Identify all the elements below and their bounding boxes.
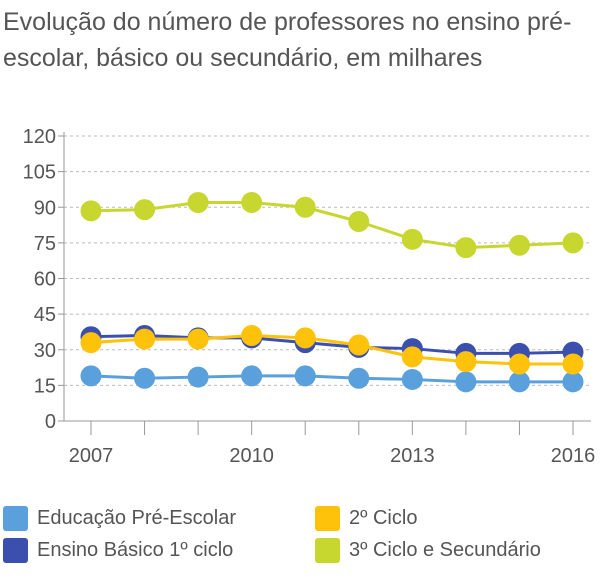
legend-swatch-pre-escolar [3, 505, 28, 531]
data-point-series-3 [134, 199, 156, 221]
legend-item-basico-1-ciclo: Ensino Básico 1º ciclo [3, 535, 233, 565]
y-tick-label: 60 [34, 269, 56, 291]
data-point-series-3 [187, 192, 209, 213]
data-point-series-0 [241, 365, 263, 387]
y-tick-label: 105 [23, 162, 56, 184]
chart-title: Evolução do número de professores no ens… [3, 8, 572, 72]
data-point-series-0 [348, 367, 370, 389]
data-point-series-2 [348, 334, 370, 356]
legend-item-pre-escolar: Educação Pré-Escolar [3, 503, 236, 533]
legend-item-3-ciclo-secundario: 3º Ciclo e Secundário [315, 535, 541, 565]
y-tick-label: 120 [23, 126, 56, 148]
series-line-0 [90, 374, 573, 384]
x-tick-label: 2013 [390, 445, 435, 467]
line-chart: 0 15 30 45 60 75 90 105 120 2007 2010 2013 2016 [23, 126, 596, 467]
data-point-series-3 [80, 200, 102, 222]
data-point-series-0 [455, 371, 477, 393]
data-point-series-3 [401, 228, 423, 250]
data-point-series-2 [134, 328, 156, 350]
x-tick-label: 2016 [551, 445, 596, 467]
data-point-series-2 [187, 328, 209, 350]
data-point-series-2 [401, 346, 423, 368]
data-point-series-0 [508, 371, 530, 393]
data-point-series-0 [187, 366, 209, 388]
data-point-series-0 [401, 368, 423, 390]
data-point-series-3 [241, 192, 263, 213]
data-point-series-3 [508, 234, 530, 256]
data-point-series-2 [80, 332, 102, 354]
data-point-series-3 [294, 196, 316, 218]
legend-label-pre-escolar: Educação Pré-Escolar [37, 506, 236, 529]
data-point-series-2 [508, 353, 530, 375]
legend-item-2-ciclo: 2º Ciclo [315, 503, 417, 533]
data-point-series-0 [294, 365, 316, 387]
data-point-series-0 [562, 371, 584, 393]
legend-swatch-3-ciclo-secundario [315, 537, 340, 563]
data-point-series-0 [80, 365, 102, 387]
y-tick-label: 90 [34, 197, 56, 219]
data-point-series-0 [134, 367, 156, 389]
legend-swatch-2-ciclo [315, 505, 340, 531]
data-point-series-2 [294, 327, 316, 349]
y-tick-label: 15 [34, 375, 56, 397]
data-point-series-3 [562, 232, 584, 254]
y-tick-label: 75 [34, 233, 56, 255]
legend: Educação Pré-Escolar Ensino Básico 1º ci… [0, 503, 600, 573]
legend-label-basico-1-ciclo: Ensino Básico 1º ciclo [37, 538, 234, 561]
data-point-series-3 [348, 211, 370, 232]
legend-label-2-ciclo: 2º Ciclo [349, 506, 418, 529]
data-point-series-3 [455, 237, 477, 259]
y-tick-label: 0 [45, 411, 56, 433]
series-line-2 [90, 334, 573, 366]
y-tick-label: 45 [34, 304, 56, 326]
legend-label-3-ciclo-secundario: 3º Ciclo e Secundário [349, 538, 541, 561]
series-line-1 [90, 334, 574, 355]
x-tick-label: 2010 [229, 445, 274, 467]
x-tick-label: 2007 [69, 445, 114, 467]
series-line-3 [90, 201, 574, 250]
data-point-series-2 [455, 351, 477, 373]
data-point-series-2 [562, 353, 584, 375]
data-point-series-2 [241, 325, 263, 346]
y-tick-label: 30 [34, 340, 56, 362]
legend-swatch-basico-1-ciclo [3, 537, 28, 563]
